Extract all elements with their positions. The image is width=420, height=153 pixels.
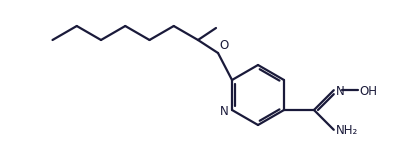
- Text: NH₂: NH₂: [336, 124, 358, 137]
- Text: N: N: [220, 104, 229, 118]
- Text: O: O: [219, 39, 228, 52]
- Text: N: N: [336, 85, 344, 98]
- Text: OH: OH: [360, 85, 378, 98]
